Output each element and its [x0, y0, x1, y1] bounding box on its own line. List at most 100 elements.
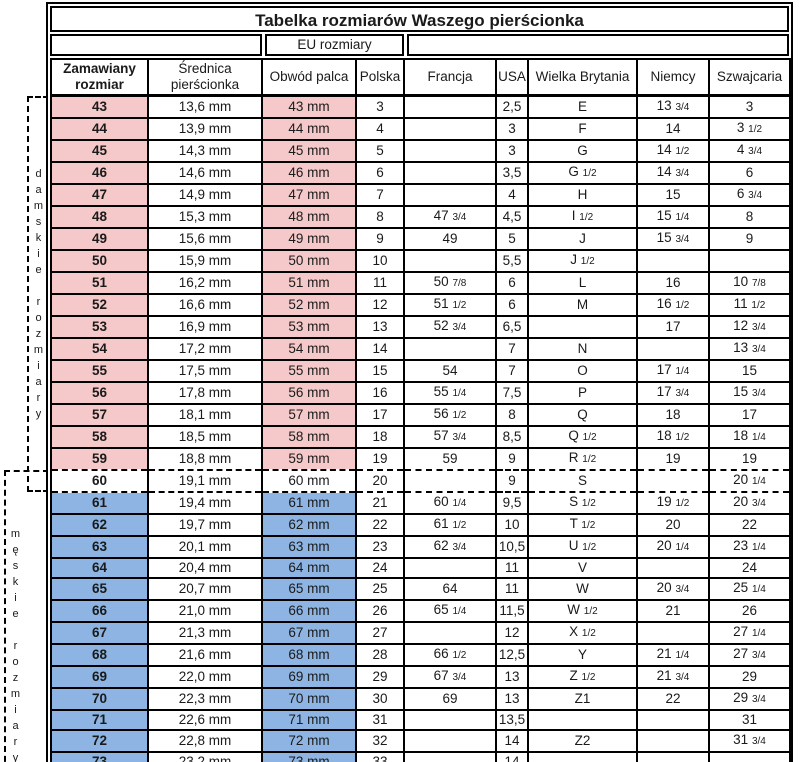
- cell-usa: 7,5: [495, 381, 529, 405]
- cell-niemcy: 15 3/4: [636, 227, 710, 251]
- cell-circumference: 67 mm: [261, 621, 357, 645]
- cell-szwajcaria: 12 3/4: [708, 315, 791, 339]
- cell-polska: 16: [355, 381, 405, 405]
- cell-polska: 13: [355, 315, 405, 339]
- cell-wielka_brytania: G 1/2: [527, 161, 638, 185]
- cell-diameter: 21,6 mm: [147, 643, 263, 667]
- cell-niemcy: 19: [636, 447, 710, 471]
- cell-polska: 15: [355, 359, 405, 383]
- cell-diameter: 15,9 mm: [147, 249, 263, 273]
- cell-circumference: 44 mm: [261, 117, 357, 141]
- cell-francja: 61 1/2: [403, 513, 497, 537]
- eu-spacer-left: [50, 34, 262, 56]
- cell-szwajcaria: [708, 249, 791, 273]
- cell-niemcy: 22: [636, 687, 710, 711]
- cell-wielka_brytania: H: [527, 183, 638, 207]
- table-row-71: 71 22,6 mm 71 mm 31 13,5 31: [50, 709, 791, 731]
- cell-diameter: 13,6 mm: [147, 94, 263, 119]
- cell-francja: 57 3/4: [403, 425, 497, 449]
- fraction: 1/4: [751, 628, 766, 639]
- cell-szwajcaria: [708, 751, 791, 762]
- cell-niemcy: 20: [636, 513, 710, 537]
- bracket-letter: a: [35, 183, 42, 196]
- cell-polska: 33: [355, 751, 405, 762]
- cell-francja: [403, 337, 497, 361]
- cell-wielka_brytania: [527, 315, 638, 339]
- cell-niemcy: 18 1/2: [636, 425, 710, 449]
- cell-usa: 12,5: [495, 643, 529, 667]
- cell-szwajcaria: 11 1/2: [708, 293, 791, 317]
- cell-size: 56: [50, 381, 149, 405]
- cell-diameter: 20,1 mm: [147, 535, 263, 559]
- cell-circumference: 50 mm: [261, 249, 357, 273]
- cell-szwajcaria: 27 3/4: [708, 643, 791, 667]
- bracket-letter: i: [14, 703, 17, 716]
- bracket-letter: o: [35, 311, 42, 324]
- fraction: 1/4: [675, 212, 690, 223]
- table-row-56: 56 17,8 mm 56 mm 16 55 1/4 7,5 P 17 3/4 15 3/4: [50, 381, 791, 405]
- fraction: 3/4: [675, 672, 690, 683]
- cell-niemcy: [636, 621, 710, 645]
- fraction: 1/2: [582, 542, 597, 553]
- cell-diameter: 19,1 mm: [147, 469, 263, 493]
- eu-spacer-right: [407, 34, 789, 56]
- cell-szwajcaria: 4 3/4: [708, 139, 791, 163]
- cell-diameter: 22,0 mm: [147, 665, 263, 689]
- cell-francja: 66 1/2: [403, 643, 497, 667]
- cell-francja: [403, 183, 497, 207]
- cell-diameter: 15,3 mm: [147, 205, 263, 229]
- cell-diameter: 17,8 mm: [147, 381, 263, 405]
- cell-niemcy: 19 1/2: [636, 491, 710, 515]
- cell-circumference: 46 mm: [261, 161, 357, 185]
- female-bracket-bottom-line: [27, 490, 49, 492]
- cell-szwajcaria: 6: [708, 161, 791, 185]
- cell-polska: 4: [355, 117, 405, 141]
- cell-francja: [403, 709, 497, 731]
- cell-diameter: 16,9 mm: [147, 315, 263, 339]
- female-bracket-top-line: [27, 95, 49, 98]
- cell-szwajcaria: 26: [708, 599, 791, 623]
- table-row-67: 67 21,3 mm 67 mm 27 12 X 1/2 27 1/4: [50, 621, 791, 645]
- cell-circumference: 53 mm: [261, 315, 357, 339]
- col-header-diameter: Średnica pierścionka: [147, 58, 263, 97]
- cell-size: 43: [50, 94, 149, 119]
- cell-usa: 4: [495, 183, 529, 207]
- cell-polska: 10: [355, 249, 405, 273]
- cell-wielka_brytania: Q: [527, 403, 638, 427]
- cell-circumference: 56 mm: [261, 381, 357, 405]
- cell-wielka_brytania: I 1/2: [527, 205, 638, 229]
- col-header-wielka_brytania: Wielka Brytania: [527, 58, 638, 97]
- table-row-57: 57 18,1 mm 57 mm 17 56 1/2 8 Q 18 17: [50, 403, 791, 427]
- cell-circumference: 57 mm: [261, 403, 357, 427]
- cell-francja: [403, 469, 497, 493]
- cell-niemcy: 16 1/2: [636, 293, 710, 317]
- cell-diameter: 18,8 mm: [147, 447, 263, 471]
- cell-circumference: 52 mm: [261, 293, 357, 317]
- cell-diameter: 17,5 mm: [147, 359, 263, 383]
- cell-wielka_brytania: J: [527, 227, 638, 251]
- cell-size: 55: [50, 359, 149, 383]
- cell-wielka_brytania: L: [527, 271, 638, 295]
- fraction: 1/4: [452, 388, 467, 399]
- cell-szwajcaria: 17: [708, 403, 791, 427]
- table-row-64: 64 20,4 mm 64 mm 24 11 V 24: [50, 557, 791, 579]
- fraction: 3/4: [751, 736, 766, 747]
- cell-wielka_brytania: [527, 751, 638, 762]
- cell-francja: 47 3/4: [403, 205, 497, 229]
- table-row-50: 50 15,9 mm 50 mm 10 5,5 J 1/2: [50, 249, 791, 273]
- col-header-size: Zamawiany rozmiar: [50, 58, 149, 97]
- cell-szwajcaria: 24: [708, 557, 791, 579]
- cell-size: 69: [50, 665, 149, 689]
- cell-diameter: 22,8 mm: [147, 729, 263, 753]
- bracket-letter: e: [12, 607, 19, 620]
- col-header-circumference: Obwód palca: [261, 58, 357, 97]
- cell-szwajcaria: 31: [708, 709, 791, 731]
- fraction: 1/4: [675, 542, 690, 553]
- fraction: 1/2: [580, 256, 595, 267]
- cell-francja: [403, 94, 497, 119]
- table-row-45: 45 14,3 mm 45 mm 5 3 G 14 1/2 4 3/4: [50, 139, 791, 163]
- cell-circumference: 61 mm: [261, 491, 357, 515]
- fraction: 1/4: [751, 542, 766, 553]
- cell-wielka_brytania: N: [527, 337, 638, 361]
- eu-sizes-label: EU rozmiary: [265, 34, 404, 56]
